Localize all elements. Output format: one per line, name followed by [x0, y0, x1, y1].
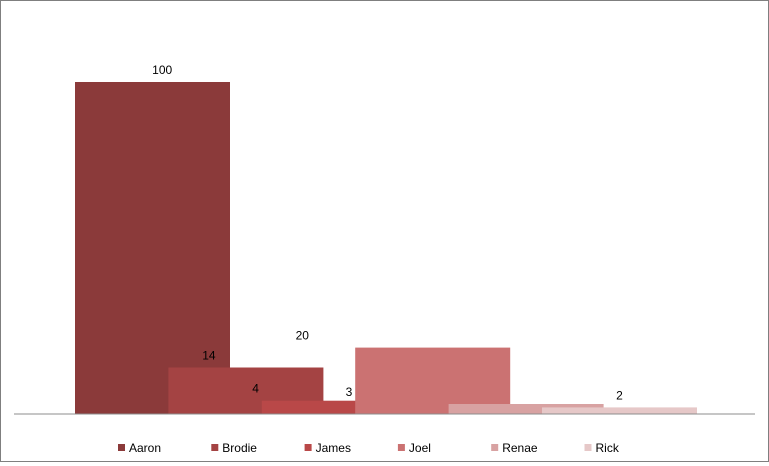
data-label-joel: 20 [296, 329, 310, 343]
bar-renae [448, 404, 604, 414]
legend-label-joel: Joel [409, 441, 431, 455]
data-label-rick: 2 [616, 388, 623, 402]
legend-swatch-brodie [211, 444, 219, 451]
legend-swatch-james [304, 444, 312, 451]
data-label-aaron: 100 [152, 63, 172, 77]
bar-rick [542, 407, 697, 414]
data-labels-group: 100 14 4 20 3 2 [152, 63, 623, 402]
legend-label-brodie: Brodie [222, 441, 257, 455]
legend-label-james: James [316, 441, 351, 455]
bar-joel [355, 347, 511, 414]
legend-swatch-renae [491, 444, 499, 451]
legend-swatch-rick [584, 444, 592, 451]
data-label-brodie: 14 [202, 349, 216, 363]
legend-swatch-joel [397, 444, 405, 451]
bars-group [75, 82, 697, 414]
legend-label-rick: Rick [596, 441, 620, 455]
legend-swatch-aaron [118, 444, 125, 451]
data-label-renae: 3 [346, 385, 353, 399]
legend: Aaron Brodie James Joel Renae Rick [118, 441, 620, 455]
legend-label-renae: Renae [502, 441, 538, 455]
data-label-james: 4 [252, 382, 259, 396]
legend-label-aaron: Aaron [129, 441, 161, 455]
bar-aaron [75, 82, 230, 414]
